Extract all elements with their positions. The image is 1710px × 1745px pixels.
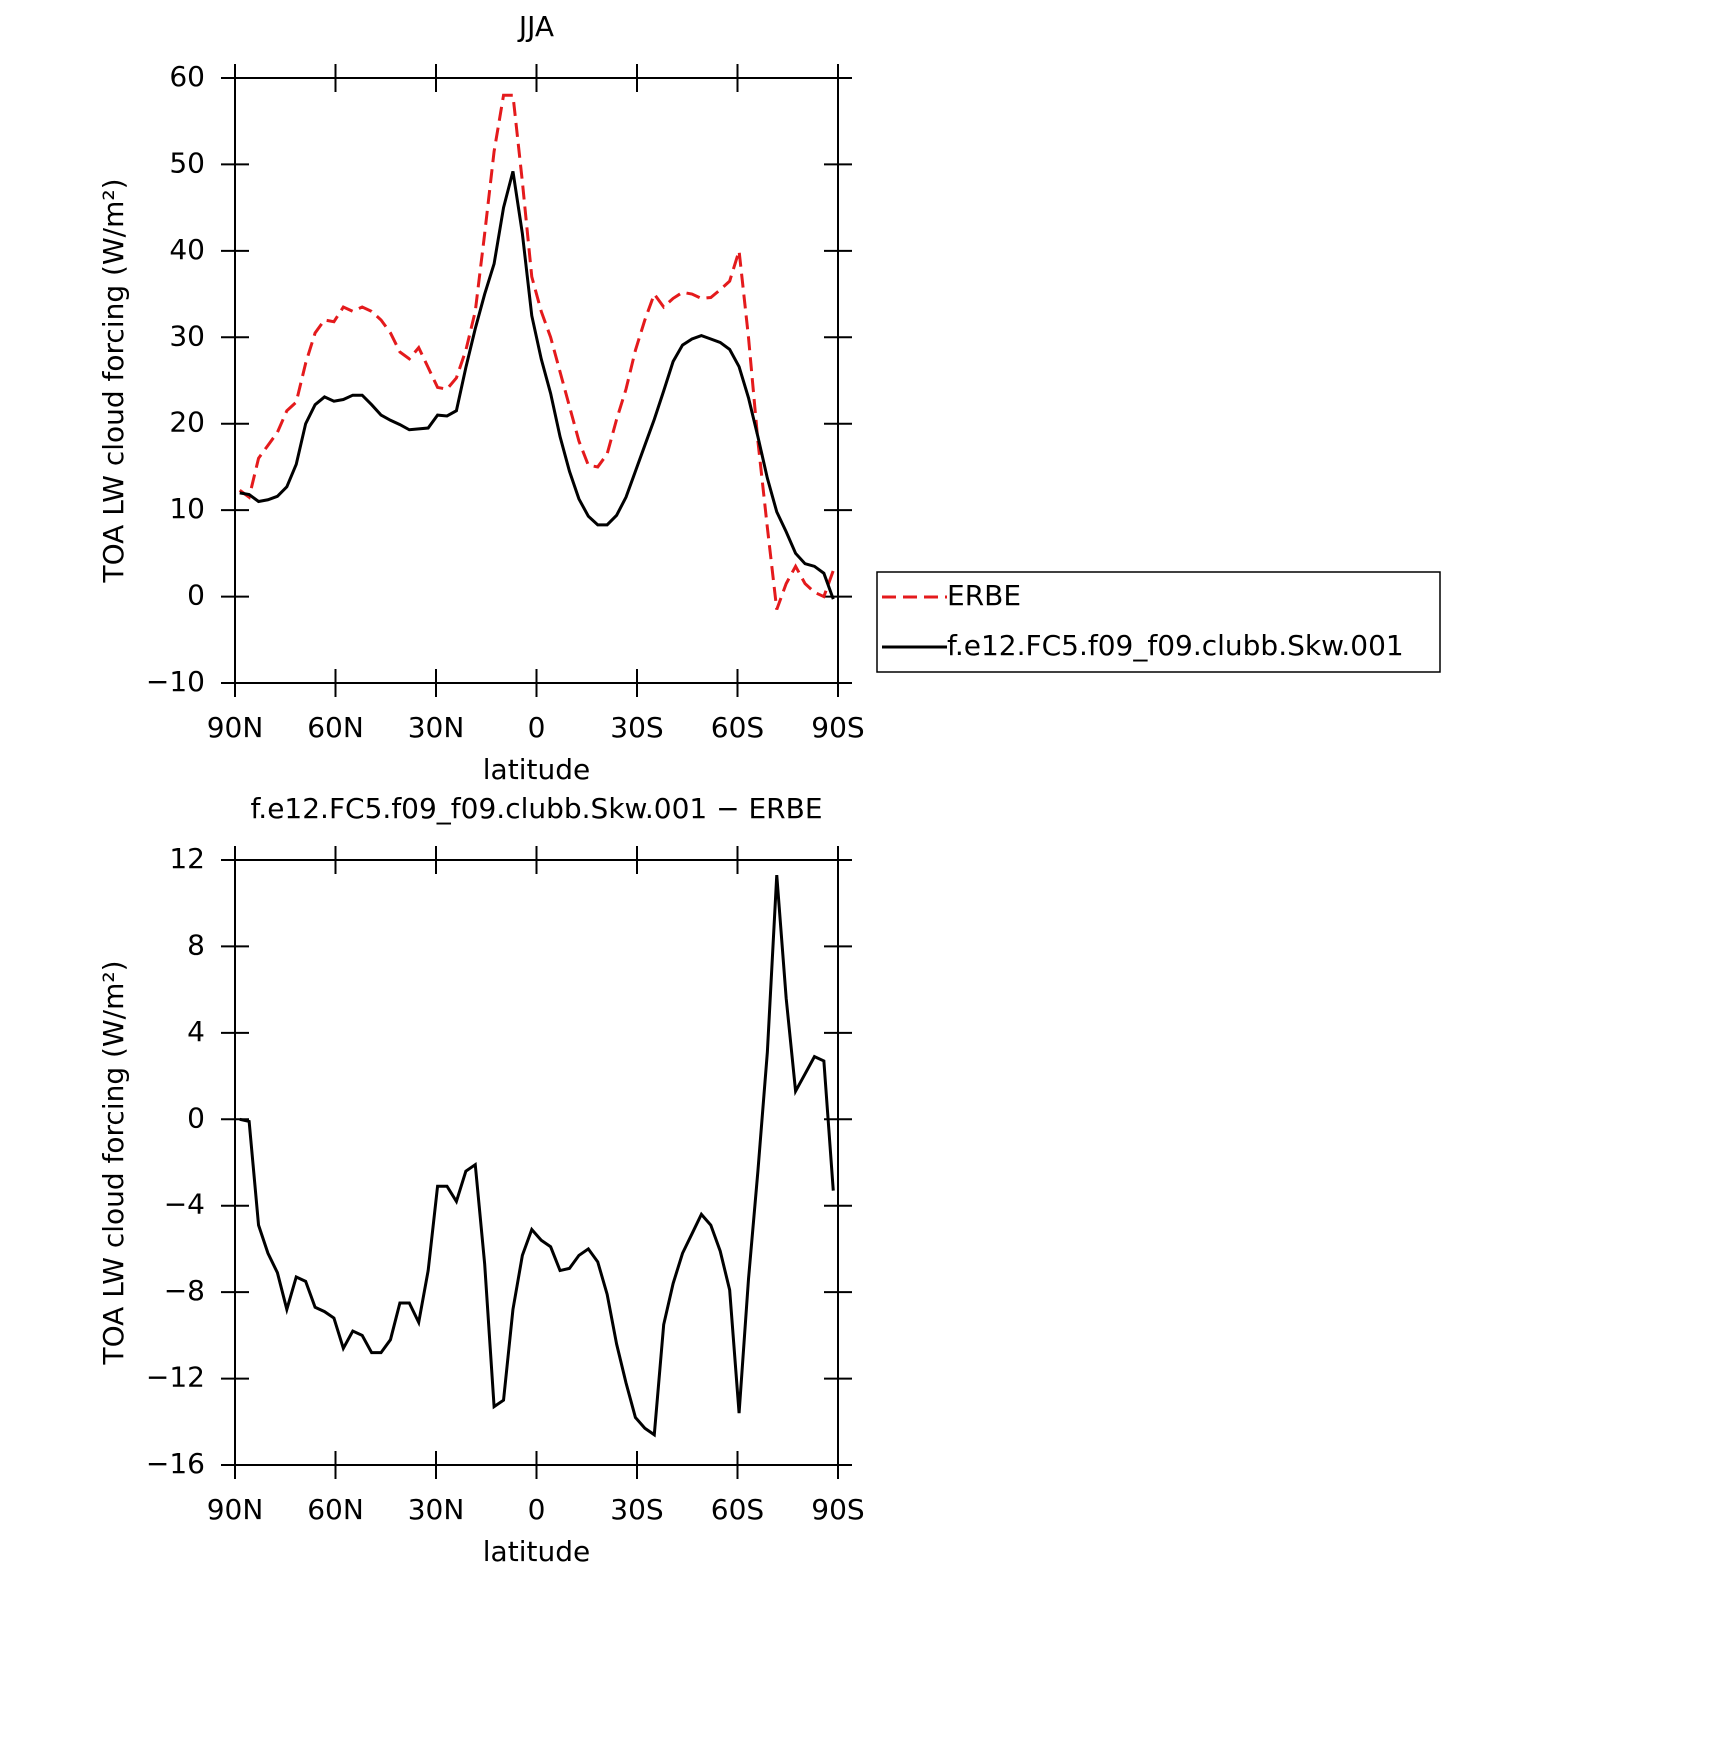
y-tick-label: −8 <box>164 1274 205 1307</box>
y-tick-label: 10 <box>169 492 205 525</box>
y-tick-label: 20 <box>169 406 205 439</box>
x-tick-label: 90N <box>207 1493 264 1526</box>
y-tick-label: 4 <box>187 1015 205 1048</box>
y-tick-label: −10 <box>146 665 205 698</box>
y-tick-label: −12 <box>146 1361 205 1394</box>
data-line <box>239 875 835 1438</box>
y-tick-label: 30 <box>169 319 205 352</box>
y-tick-label: 0 <box>187 579 205 612</box>
plot-frame <box>234 77 839 684</box>
y-tick-label: 60 <box>169 60 205 93</box>
plot-frame <box>234 859 839 1466</box>
y-tick-label: 8 <box>187 928 205 961</box>
legend-label: f.e12.FC5.f09_f09.clubb.Skw.001 <box>947 629 1404 662</box>
x-tick-label: 90S <box>811 711 864 744</box>
x-axis-label: latitude <box>483 753 590 786</box>
y-tick-label: 0 <box>187 1101 205 1134</box>
x-tick-label: 60S <box>711 711 764 744</box>
legend-frame <box>876 571 1441 673</box>
x-axis-label: latitude <box>483 1535 590 1568</box>
y-tick-label: 12 <box>169 842 205 875</box>
plot: JJA −10 0 10 20 30 40 50 60 90N 60N 30N 0 30S 60S 90S la… <box>97 10 1441 786</box>
chart-title: f.e12.FC5.f09_f09.clubb.Skw.001 − ERBE <box>250 792 822 825</box>
x-tick-label: 60N <box>307 1493 364 1526</box>
x-tick-label: 30S <box>610 1493 663 1526</box>
legend: ERBE f.e12.FC5.f09_f09.clubb.Skw.001 <box>876 571 1441 673</box>
data-line <box>238 93 835 611</box>
x-tick-label: 30N <box>408 1493 465 1526</box>
x-tick-label: 0 <box>528 711 546 744</box>
x-tick-label: 60S <box>711 1493 764 1526</box>
x-tick-label: 0 <box>528 1493 546 1526</box>
x-tick-label: 90S <box>811 1493 864 1526</box>
plot: f.e12.FC5.f09_f09.clubb.Skw.001 − ERBE −1… <box>97 792 865 1568</box>
chart-title: JJA <box>517 10 554 43</box>
y-tick-label: −16 <box>146 1447 205 1480</box>
y-tick-label: 40 <box>169 233 205 266</box>
data-line <box>239 170 835 600</box>
x-tick-label: 30N <box>408 711 465 744</box>
y-tick-label: 50 <box>169 146 205 179</box>
y-axis-label: TOA LW cloud forcing (W/m²) <box>97 179 130 584</box>
y-tick-label: −4 <box>164 1188 205 1221</box>
x-tick-label: 30S <box>610 711 663 744</box>
y-axis-label: TOA LW cloud forcing (W/m²) <box>97 961 130 1366</box>
x-tick-label: 90N <box>207 711 264 744</box>
x-tick-label: 60N <box>307 711 364 744</box>
legend-label: ERBE <box>947 579 1021 612</box>
